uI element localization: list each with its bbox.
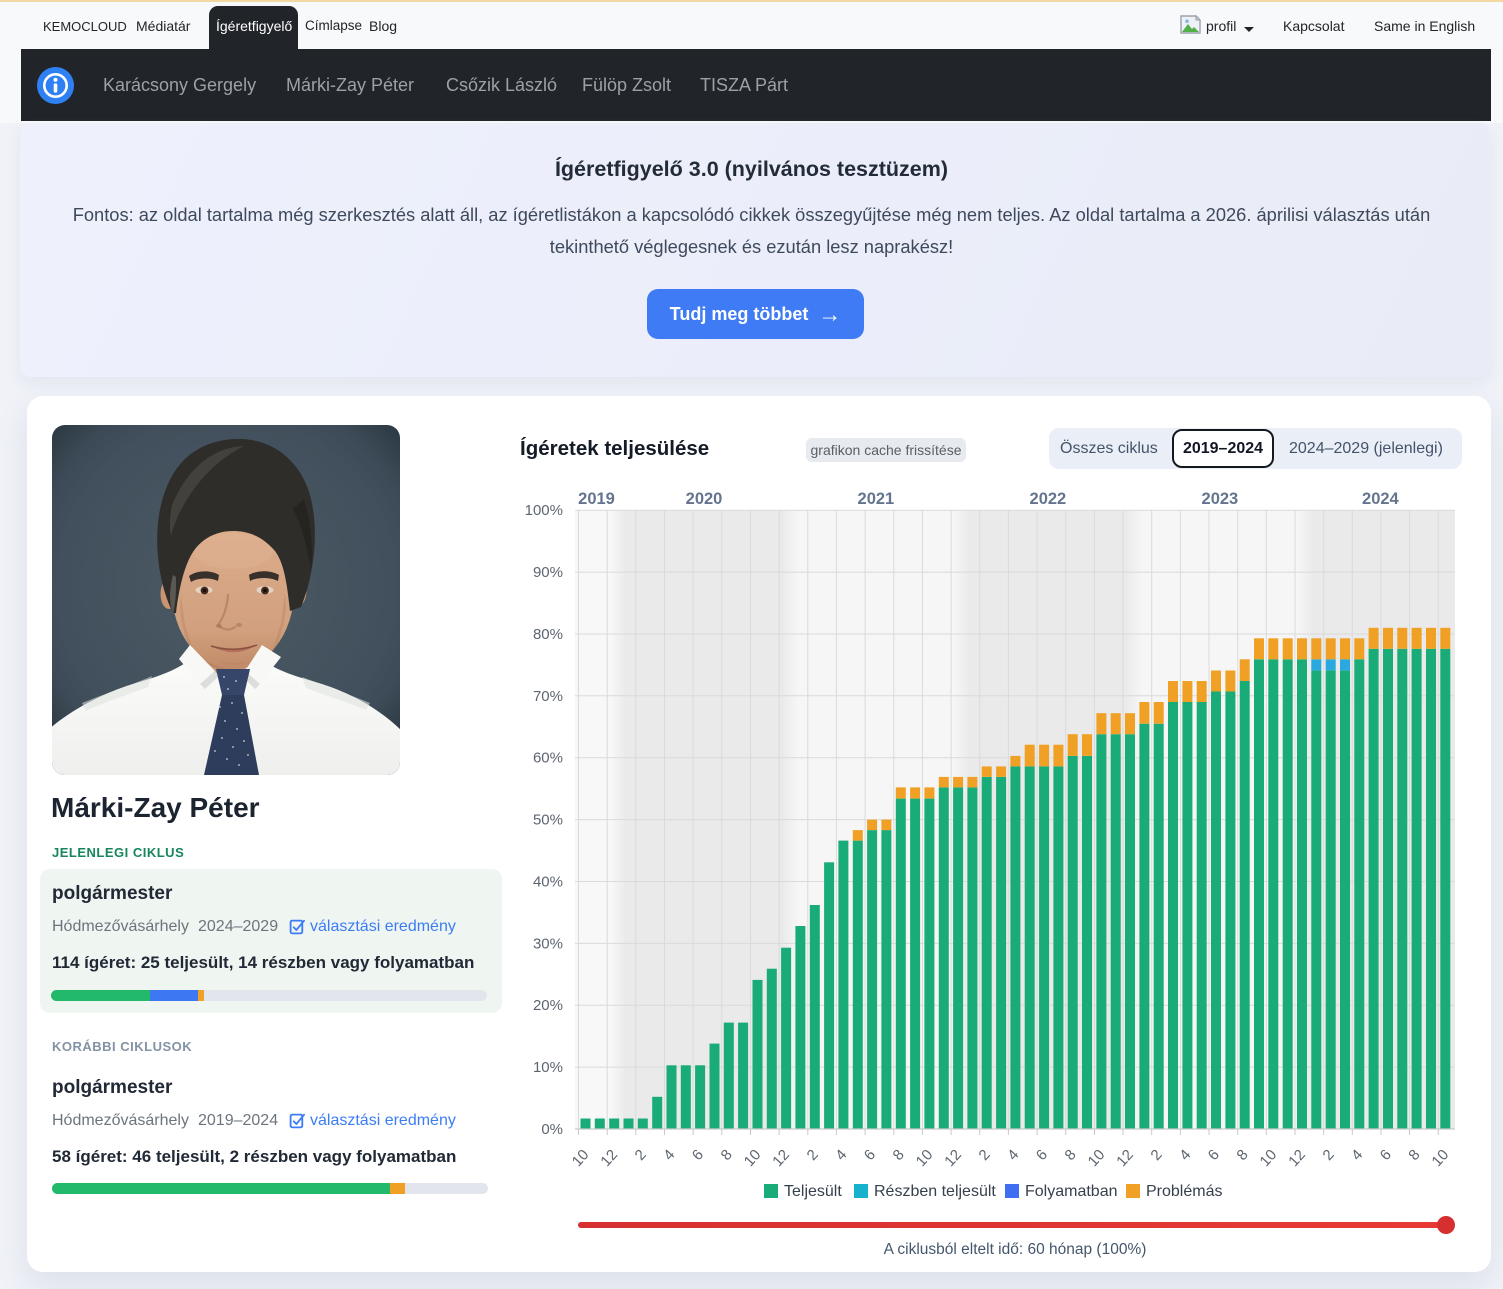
svg-text:8: 8 xyxy=(1405,1146,1423,1164)
svg-text:40%: 40% xyxy=(533,874,563,891)
svg-text:8: 8 xyxy=(890,1146,908,1164)
svg-text:80%: 80% xyxy=(533,626,563,643)
svg-text:60%: 60% xyxy=(533,750,563,767)
svg-text:90%: 90% xyxy=(533,564,563,581)
svg-text:6: 6 xyxy=(861,1146,879,1164)
svg-text:10: 10 xyxy=(913,1146,937,1170)
svg-text:20%: 20% xyxy=(533,997,563,1014)
svg-text:2023: 2023 xyxy=(1202,490,1239,508)
svg-text:10: 10 xyxy=(569,1146,593,1170)
svg-text:70%: 70% xyxy=(533,688,563,705)
svg-text:2021: 2021 xyxy=(858,490,895,508)
svg-text:4: 4 xyxy=(1176,1146,1194,1164)
svg-text:2: 2 xyxy=(632,1146,650,1164)
svg-text:10: 10 xyxy=(1085,1146,1109,1170)
svg-text:12: 12 xyxy=(941,1146,965,1170)
svg-text:12: 12 xyxy=(769,1146,793,1170)
svg-text:2: 2 xyxy=(1319,1146,1337,1164)
svg-text:100%: 100% xyxy=(525,502,563,519)
svg-text:6: 6 xyxy=(1205,1146,1223,1164)
svg-text:50%: 50% xyxy=(533,812,563,829)
svg-text:6: 6 xyxy=(1033,1146,1051,1164)
svg-text:2: 2 xyxy=(1147,1146,1165,1164)
svg-text:10%: 10% xyxy=(533,1059,563,1076)
svg-text:8: 8 xyxy=(1061,1146,1079,1164)
svg-text:2024: 2024 xyxy=(1362,490,1400,508)
svg-text:12: 12 xyxy=(1285,1146,1309,1170)
svg-text:10: 10 xyxy=(741,1146,765,1170)
svg-text:12: 12 xyxy=(597,1146,621,1170)
svg-text:4: 4 xyxy=(1004,1146,1022,1164)
svg-text:2: 2 xyxy=(975,1146,993,1164)
svg-text:2022: 2022 xyxy=(1030,490,1067,508)
svg-text:4: 4 xyxy=(832,1146,850,1164)
svg-text:6: 6 xyxy=(689,1146,707,1164)
svg-text:8: 8 xyxy=(1233,1146,1251,1164)
svg-text:2019: 2019 xyxy=(578,490,615,508)
svg-text:12: 12 xyxy=(1113,1146,1137,1170)
svg-text:10: 10 xyxy=(1256,1146,1280,1170)
svg-text:8: 8 xyxy=(718,1146,736,1164)
svg-text:2020: 2020 xyxy=(686,490,723,508)
svg-text:30%: 30% xyxy=(533,935,563,952)
svg-text:6: 6 xyxy=(1377,1146,1395,1164)
svg-text:2: 2 xyxy=(804,1146,822,1164)
svg-text:4: 4 xyxy=(660,1146,678,1164)
svg-text:10: 10 xyxy=(1428,1146,1452,1170)
svg-text:0%: 0% xyxy=(541,1121,563,1138)
svg-text:4: 4 xyxy=(1348,1146,1366,1164)
